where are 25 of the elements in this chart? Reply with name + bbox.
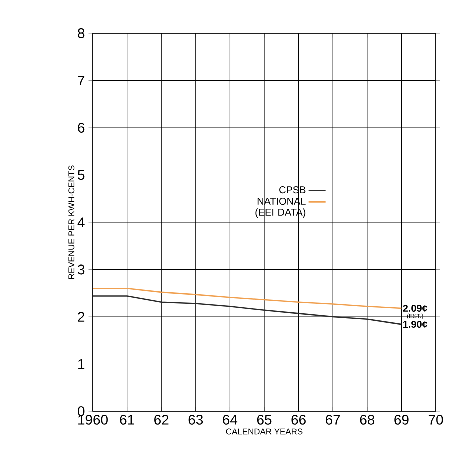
y-axis-title: REVENUE PER KWH-CENTS xyxy=(68,166,75,279)
y-tick-label: 6 xyxy=(78,123,85,133)
line-series xyxy=(92,296,402,326)
x-tick-label: 1960 xyxy=(78,415,108,425)
y-tick-label: 5 xyxy=(78,170,85,180)
x-tick-label: 61 xyxy=(120,415,134,425)
x-tick-label: 69 xyxy=(394,415,409,425)
x-tick-label: 62 xyxy=(154,415,169,425)
annotation: 2.09¢ xyxy=(403,304,428,312)
x-tick-label: 68 xyxy=(360,415,375,425)
y-tick-label: 1 xyxy=(78,359,85,370)
y-tick-label: 8 xyxy=(78,28,85,38)
y-tick-label: 7 xyxy=(78,76,85,86)
x-tick-label: 63 xyxy=(188,415,204,425)
x-axis-title: CALENDAR YEARS xyxy=(226,428,303,435)
y-tick-label: 4 xyxy=(78,218,85,228)
x-tick-label: 67 xyxy=(326,415,340,425)
x-tick-label: 65 xyxy=(257,415,272,425)
y-tick-label: 3 xyxy=(78,264,85,275)
y-tick-label: 0 xyxy=(78,406,85,416)
annotation: 1.90¢ xyxy=(404,321,428,328)
y-tick-label: 2 xyxy=(78,312,85,322)
x-tick-label: 66 xyxy=(292,415,306,425)
x-tick-label: 70 xyxy=(428,415,444,425)
x-tick-label: 64 xyxy=(223,415,238,425)
